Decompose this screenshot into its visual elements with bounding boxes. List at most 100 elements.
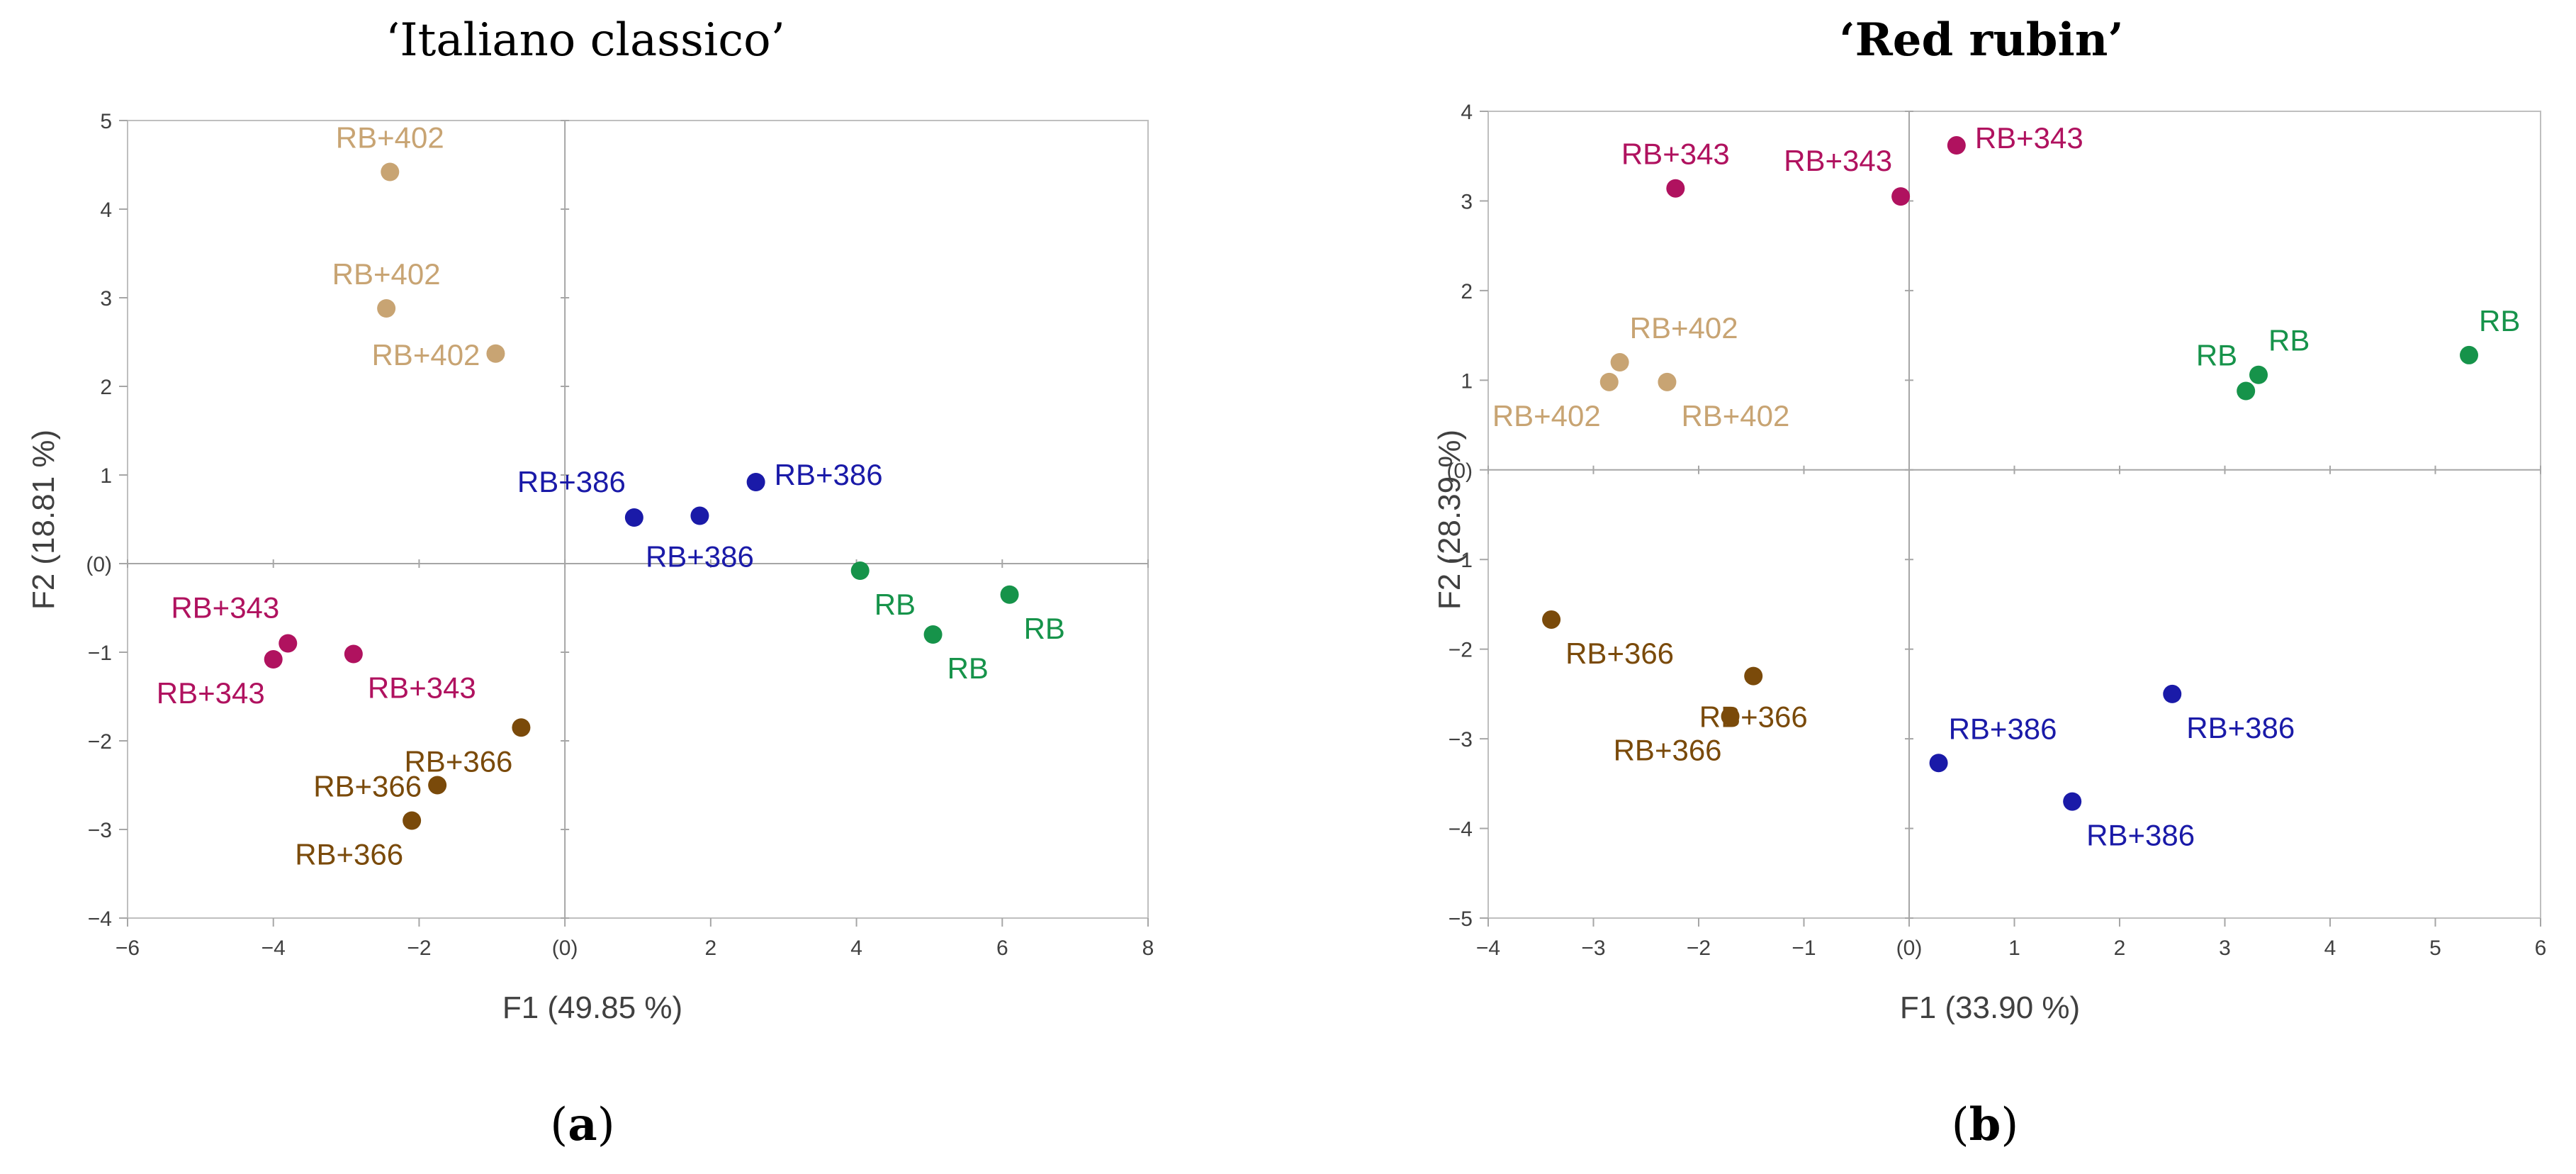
panel-a: ‘Italiano classico’ −6 −4 −2 (0) 2 4 6 8−4−3−2−… — [26, 14, 1154, 1151]
panel-a-y-tick-label: 2 — [100, 376, 112, 399]
panel-b-x-tick-label: −3 — [1581, 937, 1605, 960]
panel-a-x-tick-label: −2 — [407, 937, 431, 960]
panel-a-point-rb-402 — [486, 344, 505, 363]
panel-b-y-tick-label: 2 — [1461, 280, 1473, 303]
panel-a-point-label-rb-402: RB+402 — [371, 338, 480, 371]
panel-a-point-rb-366 — [512, 718, 531, 737]
panel-a-point-rb-343 — [279, 634, 298, 653]
panel-b-point-rb-343 — [1666, 179, 1685, 198]
panel-a-point-rb-343 — [344, 644, 363, 664]
panel-a-y-tick-label: −2 — [88, 730, 112, 754]
panel-a-y-tick-label: 1 — [100, 464, 112, 488]
panel-b-caption-open: ( — [1952, 1099, 1969, 1151]
panel-b-y-tick-label: 3 — [1461, 190, 1473, 213]
panel-a-point-label-rb: RB — [947, 652, 989, 685]
panel-b-point-rb-343 — [1891, 187, 1911, 206]
panel-b-plot-frame — [1487, 111, 2541, 919]
panel-b-point-rb — [2237, 381, 2256, 401]
panel-a-points: RB RB RB RB+343 RB+343 RB+343 RB+366 RB+366 RB+3… — [157, 121, 1065, 871]
panel-b-y-tick-label: −2 — [1449, 639, 1473, 662]
panel-b-x-tick-label: 1 — [2008, 937, 2020, 960]
panel-a-point-rb-366 — [403, 811, 422, 830]
panel-b-point-label-rb: RB — [2268, 324, 2310, 357]
panel-b-x-tick-label: 4 — [2324, 937, 2336, 960]
panel-a-point-rb-386 — [624, 508, 643, 527]
panel-b-point-rb-402 — [1610, 353, 1629, 372]
panel-a-point-label-rb-366: RB+366 — [295, 838, 403, 871]
panel-a-point-label-rb-386: RB+386 — [517, 465, 626, 498]
panel-a-x-tick-label: 2 — [705, 937, 717, 960]
panel-b-point-rb-386 — [2063, 792, 2082, 811]
panel-a-point-label-rb-343: RB+343 — [368, 671, 476, 705]
panel-b-point-label-rb-402: RB+402 — [1681, 399, 1789, 432]
panel-a-point-rb-343 — [264, 650, 283, 669]
panel-a-point-label-rb: RB — [1024, 612, 1065, 645]
panel-a-ylabel: F2 (18.81 %) — [26, 430, 61, 610]
panel-b-x-tick-label: (0) — [1896, 937, 1923, 960]
panel-a-point-rb — [850, 561, 870, 580]
panel-b-point-label-rb-343: RB+343 — [1784, 144, 1892, 177]
panel-a-point-label-rb-386: RB+386 — [646, 540, 754, 574]
panel-a-point-rb-366 — [428, 776, 447, 795]
panel-a-point-rb — [1000, 585, 1019, 604]
panel-b-point-rb-366 — [1721, 707, 1740, 726]
panel-a-point-rb-402 — [381, 162, 400, 181]
panel-b-point-label-rb-343: RB+343 — [1975, 121, 2083, 155]
panel-b-point-label-rb-402: RB+402 — [1630, 311, 1738, 345]
panel-b-x-tick-label: −1 — [1792, 937, 1816, 960]
panel-b-point-label-rb: RB — [2479, 304, 2520, 337]
panel-b-point-rb-386 — [2163, 684, 2182, 703]
panel-b-point-label-rb-386: RB+386 — [2086, 819, 2195, 852]
panel-b-point-label-rb: RB — [2196, 339, 2237, 372]
panel-b-point-rb — [2460, 345, 2479, 364]
panel-a-y-tick-label: −4 — [88, 907, 112, 931]
panel-a-point-label-rb-386: RB+386 — [775, 458, 883, 491]
panel-b-x-tick-label: 3 — [2219, 937, 2231, 960]
panel-b-point-label-rb-366: RB+366 — [1614, 734, 1722, 767]
panel-a-point-label-rb-402: RB+402 — [332, 257, 441, 291]
panel-b-y-tick-label: 1 — [1461, 369, 1473, 393]
panel-a-y-tick-label: 4 — [100, 199, 112, 222]
panel-a-point-rb — [923, 625, 943, 644]
panel-a-xlabel: F1 (49.85 %) — [502, 990, 682, 1025]
panel-b-point-rb-402 — [1658, 372, 1677, 391]
panel-b-point-rb — [2249, 365, 2268, 384]
panel-b: ‘Red rubin’ −4 −3 −2 −1 (0) 1 2 3 4 5 6−5−4−3−2−1(… — [1432, 13, 2546, 1151]
panel-b-title: ‘Red rubin’ — [1839, 13, 2123, 67]
panel-a-point-label-rb: RB — [874, 588, 916, 621]
panel-b-y-tick-label: (0) — [1446, 459, 1473, 483]
panel-b-y-tick-label: −3 — [1449, 728, 1473, 751]
panel-a-point-label-rb-343: RB+343 — [171, 591, 279, 625]
panel-a-caption-close: ) — [597, 1099, 615, 1151]
panel-b-point-label-rb-386: RB+386 — [2186, 711, 2295, 744]
panel-b-point-rb-366 — [1542, 610, 1561, 629]
panel-a-caption-open: ( — [550, 1099, 568, 1151]
panel-a-x-tick-label: (0) — [552, 937, 578, 960]
panel-b-caption: (b) — [1952, 1098, 2019, 1151]
panel-a-point-label-rb-366: RB+366 — [404, 744, 512, 778]
panel-a-y-tick-label: 5 — [100, 110, 112, 133]
panel-b-point-rb-386 — [1929, 754, 1948, 773]
panel-a-point-label-rb-343: RB+343 — [157, 676, 265, 710]
panel-b-point-label-rb-386: RB+386 — [1949, 712, 2057, 745]
panel-a-x-tick-label: 6 — [996, 937, 1008, 960]
panel-b-xlabel: F1 (33.90 %) — [1900, 990, 2080, 1025]
panel-a-x-tick-label: 4 — [850, 937, 862, 960]
panel-b-x-tick-label: 6 — [2535, 937, 2547, 960]
panel-b-x-tick-label: −4 — [1476, 937, 1500, 960]
panel-a-x-tick-label: −4 — [261, 937, 286, 960]
panel-b-y-tick-label: 4 — [1461, 101, 1473, 124]
panel-a-y-tick-label: −3 — [88, 819, 112, 842]
panel-a-point-rb-386 — [690, 506, 709, 525]
panel-a-point-label-rb-402: RB+402 — [336, 121, 444, 155]
panel-a-title: ‘Italiano classico’ — [386, 14, 785, 67]
panel-b-ylabel: F2 (28.39 %) — [1432, 430, 1467, 610]
panel-b-caption-letter: b — [1969, 1098, 2001, 1151]
panel-b-x-tick-label: 5 — [2429, 937, 2441, 960]
panel-a-point-rb-402 — [377, 299, 396, 318]
panel-a-x-tick-label: −6 — [116, 937, 140, 960]
panel-b-point-rb-402 — [1599, 372, 1619, 391]
